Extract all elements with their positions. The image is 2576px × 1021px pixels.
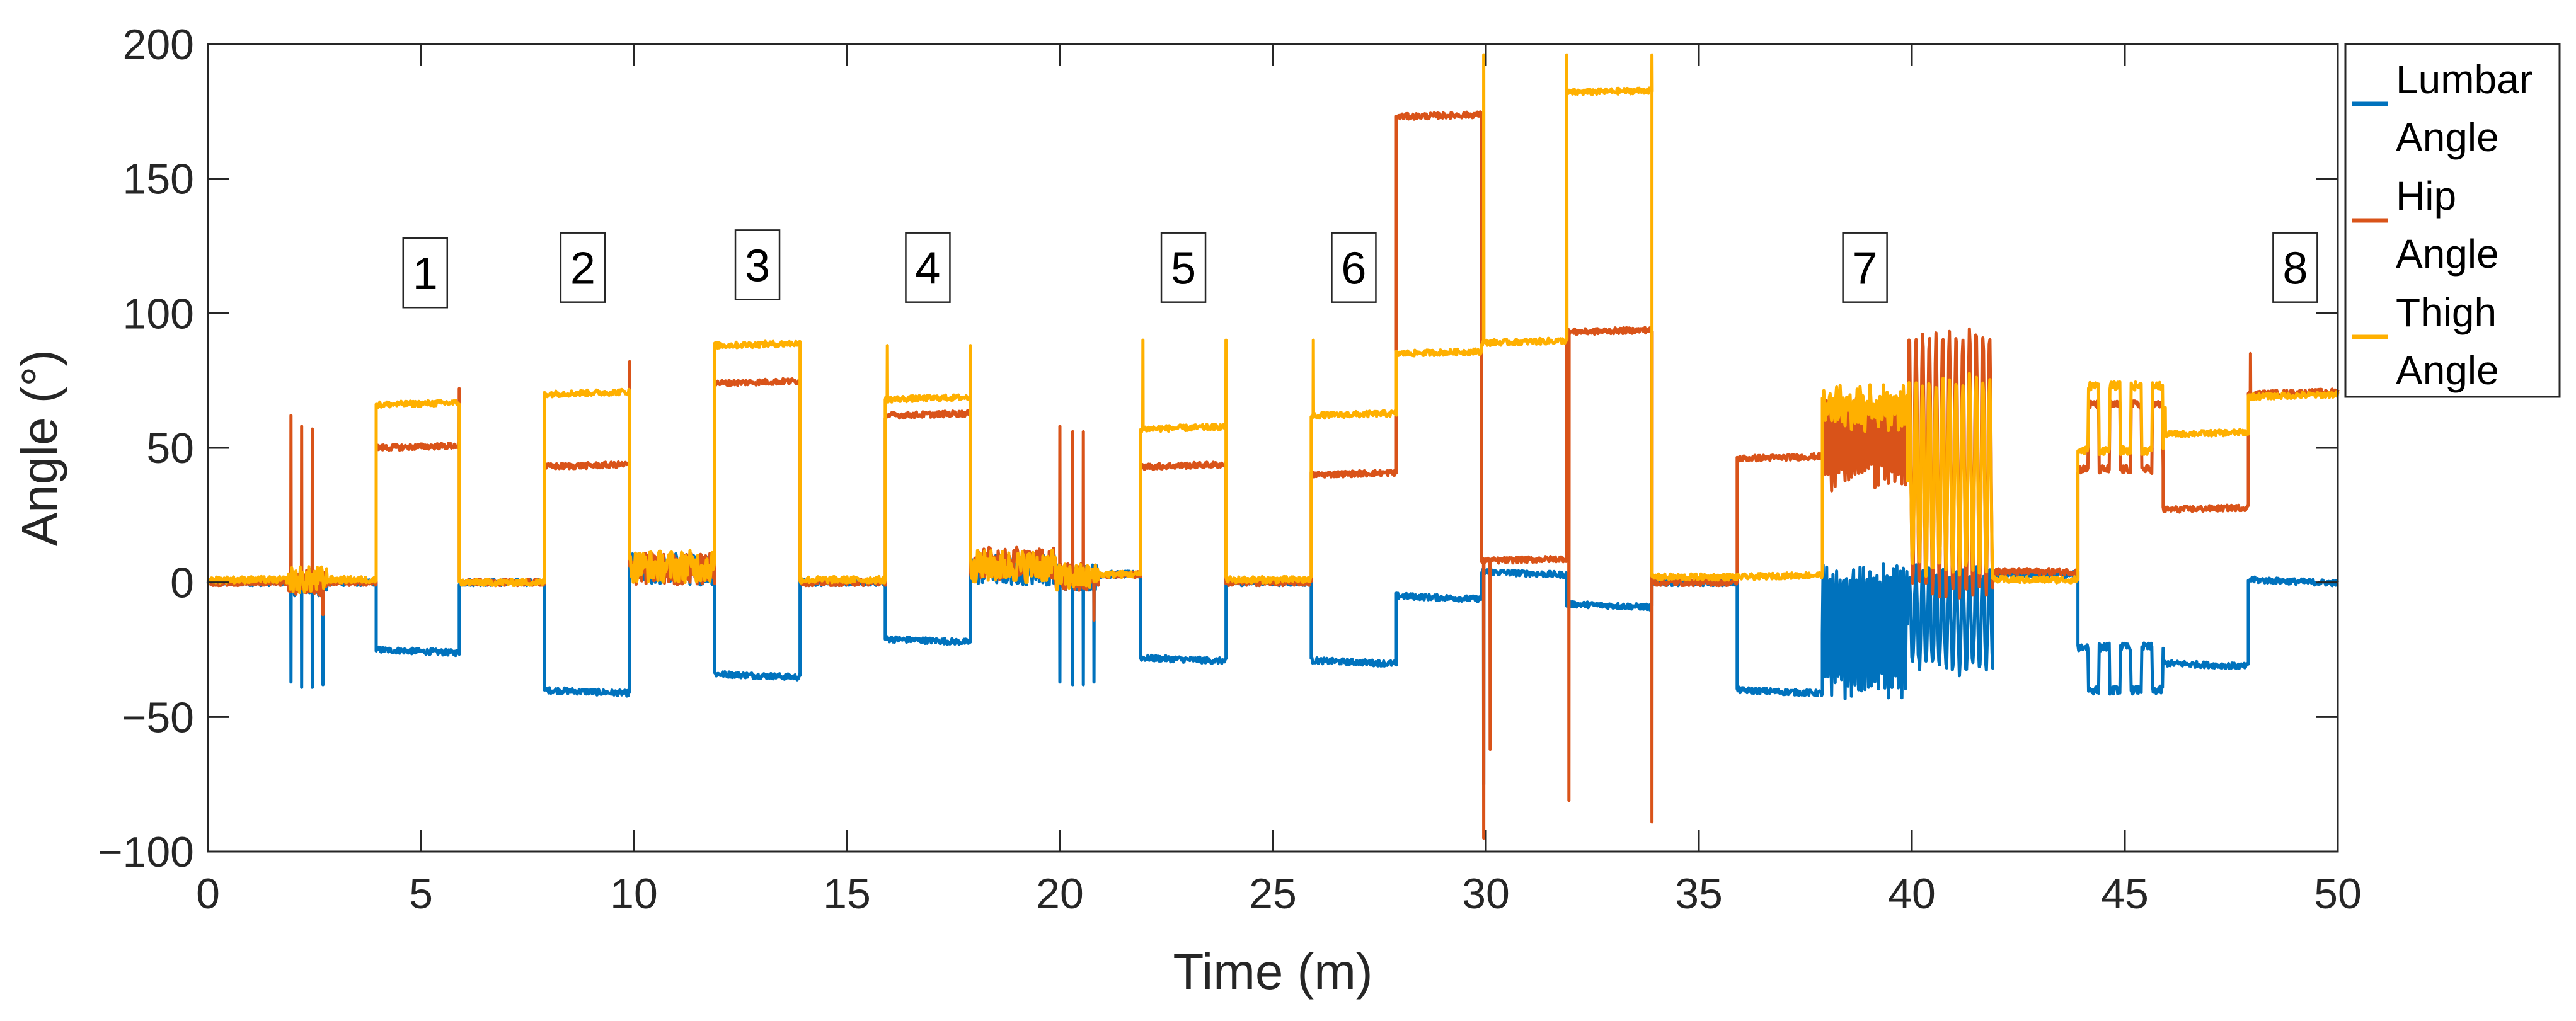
annotation-step-2: 2: [560, 232, 606, 303]
annotation-box: [402, 237, 449, 309]
y-tick-label: −50: [122, 693, 194, 741]
annotation-box: [905, 232, 951, 303]
legend-label-thigh-line1: Thigh: [2396, 290, 2497, 335]
annotation-step-3: 3: [734, 229, 781, 300]
y-tick-label: 50: [146, 425, 194, 472]
annotation-box: [1331, 232, 1377, 303]
legend-label-thigh-line2: Angle: [2396, 348, 2499, 393]
annotation-box: [734, 229, 781, 300]
x-tick-label: 40: [1888, 870, 1936, 918]
annotation-step-1: 1: [402, 237, 449, 309]
annotation-step-5: 5: [1160, 232, 1207, 303]
series-layer: [206, 53, 2340, 840]
legend-label-lumbar-line2: Angle: [2396, 115, 2499, 160]
annotation-label: 3: [745, 241, 770, 291]
annotation-label: 5: [1171, 244, 1196, 294]
legend: Lumbar Angle Hip Angle Thigh Angle: [2344, 43, 2561, 398]
annotation-box: [1160, 232, 1207, 303]
annotation-label: 7: [1853, 244, 1878, 294]
plot-area-background: [208, 44, 2338, 852]
y-tick-label: 0: [170, 559, 194, 607]
y-axis-title: Angle (°): [11, 350, 67, 546]
legend-label-hip-line1: Hip: [2396, 173, 2456, 219]
legend-label-lumbar-line1: Lumbar: [2396, 57, 2533, 102]
x-tick-label: 45: [2101, 870, 2149, 918]
annotation-box: [1842, 232, 1888, 303]
y-tick-label: −100: [98, 828, 194, 876]
y-tick-label: 100: [123, 290, 194, 338]
annotation-layer: 1 2 3 4 5 6 7 8: [402, 229, 2318, 309]
series-line-thigh: [206, 53, 2340, 595]
annotation-label: 1: [413, 249, 438, 299]
annotation-label: 2: [570, 244, 595, 294]
y-tick-label: 150: [123, 156, 194, 203]
annotation-label: 4: [915, 244, 940, 294]
x-tick-label: 25: [1249, 870, 1297, 918]
annotation-label: 8: [2282, 244, 2308, 294]
x-tick-label: 30: [1462, 870, 1510, 918]
x-tick-label: 50: [2314, 870, 2362, 918]
annotation-step-4: 4: [905, 232, 951, 303]
annotation-step-7: 7: [1842, 232, 1888, 303]
x-tick-label: 0: [196, 870, 220, 918]
x-tick-label: 15: [823, 870, 871, 918]
x-axis-title: Time (m): [1173, 944, 1373, 1000]
annotation-step-6: 6: [1331, 232, 1377, 303]
annotation-box: [560, 232, 606, 303]
y-tick-label: 200: [123, 21, 194, 69]
x-tick-label: 5: [409, 870, 433, 918]
x-tick-label: 20: [1036, 870, 1084, 918]
x-tick-label: 35: [1675, 870, 1723, 918]
annotation-step-8: 8: [2272, 232, 2318, 303]
x-tick-label: 10: [610, 870, 658, 918]
annotation-label: 6: [1341, 244, 1366, 294]
annotation-box: [2272, 232, 2318, 303]
legend-label-hip-line2: Angle: [2396, 231, 2499, 277]
